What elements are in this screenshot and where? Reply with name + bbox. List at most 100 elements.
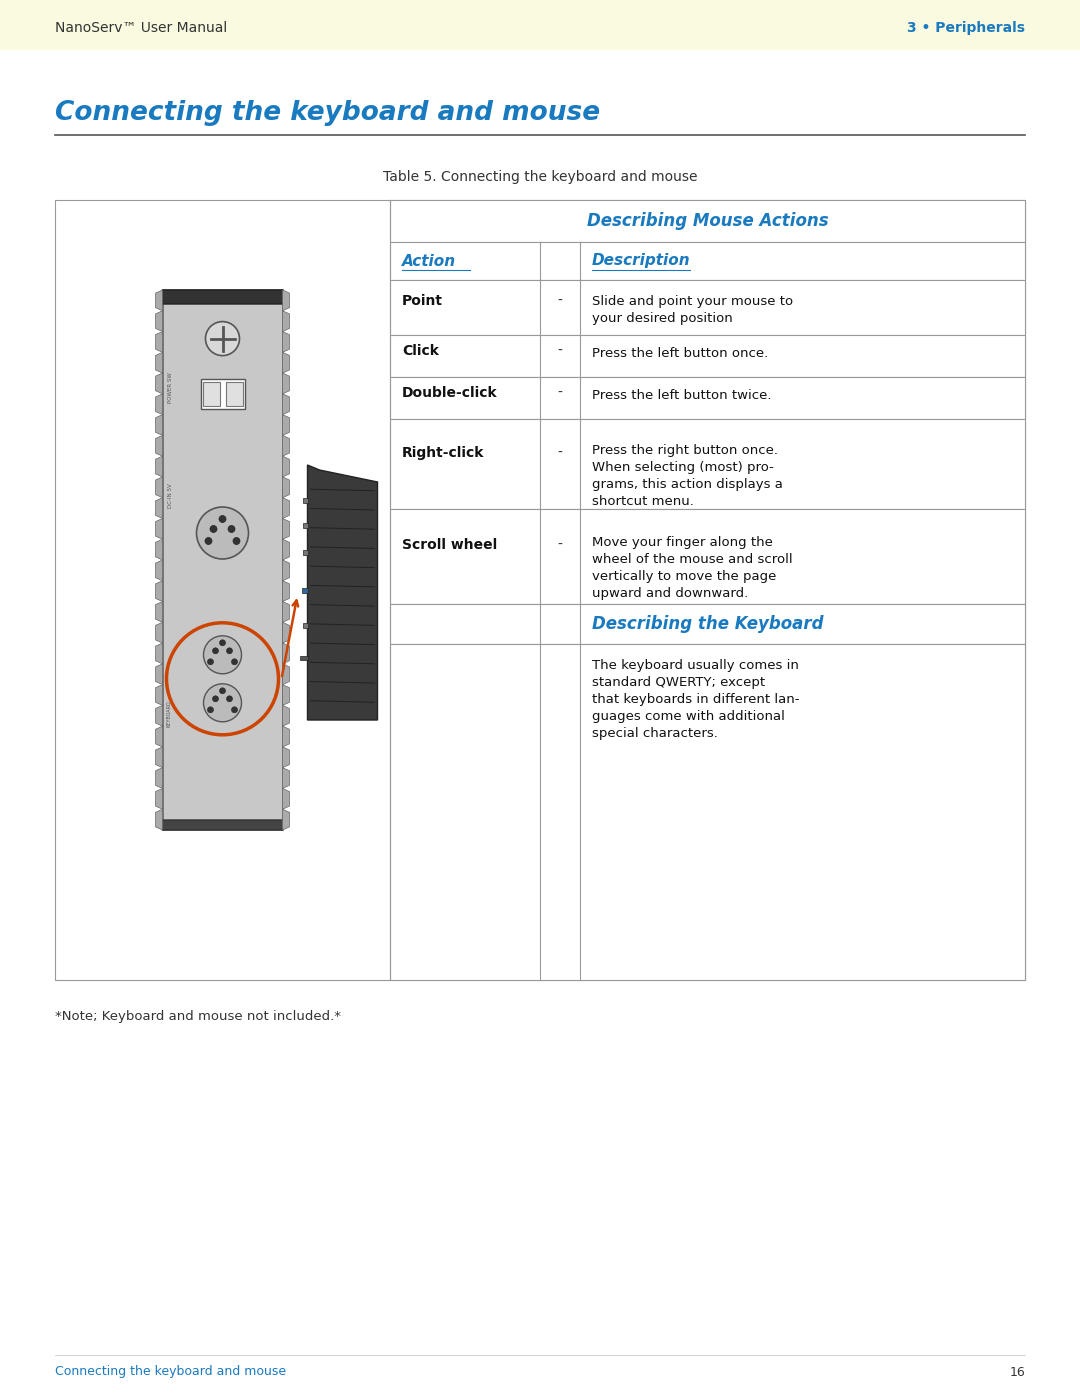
- Bar: [226, 381, 243, 405]
- Text: *Note; Keyboard and mouse not included.*: *Note; Keyboard and mouse not included.*: [55, 1010, 341, 1023]
- Bar: [390, 509, 1025, 604]
- Polygon shape: [308, 465, 378, 719]
- Polygon shape: [283, 809, 289, 830]
- Polygon shape: [283, 331, 289, 352]
- Polygon shape: [283, 602, 289, 622]
- Polygon shape: [283, 643, 289, 664]
- Bar: [299, 655, 308, 659]
- Circle shape: [197, 507, 248, 559]
- Bar: [390, 644, 1025, 981]
- Polygon shape: [156, 747, 162, 768]
- Polygon shape: [156, 518, 162, 539]
- Polygon shape: [156, 291, 162, 310]
- Text: Scroll wheel: Scroll wheel: [402, 538, 497, 552]
- Bar: [0, 0, 1080, 50]
- Polygon shape: [283, 394, 289, 415]
- Circle shape: [210, 525, 217, 532]
- Text: DC-IN 5V: DC-IN 5V: [168, 483, 174, 507]
- Bar: [302, 550, 308, 555]
- Circle shape: [219, 640, 226, 645]
- Polygon shape: [156, 664, 162, 685]
- Circle shape: [213, 696, 218, 701]
- Polygon shape: [283, 436, 289, 457]
- Polygon shape: [156, 331, 162, 352]
- Polygon shape: [283, 685, 289, 705]
- Polygon shape: [283, 415, 289, 436]
- Polygon shape: [156, 788, 162, 809]
- Polygon shape: [156, 415, 162, 436]
- Text: Describing the Keyboard: Describing the Keyboard: [592, 615, 823, 633]
- Polygon shape: [156, 373, 162, 394]
- Circle shape: [205, 321, 240, 356]
- Text: -: -: [557, 293, 563, 307]
- Polygon shape: [283, 518, 289, 539]
- Polygon shape: [156, 809, 162, 830]
- Text: Description: Description: [592, 253, 690, 268]
- Circle shape: [231, 707, 238, 712]
- Text: The keyboard usually comes in
standard QWERTY; except
that keyboards in differen: The keyboard usually comes in standard Q…: [592, 659, 799, 740]
- Polygon shape: [283, 457, 289, 476]
- Polygon shape: [156, 394, 162, 415]
- Text: Connecting the keyboard and mouse: Connecting the keyboard and mouse: [55, 101, 600, 126]
- Bar: [390, 604, 1025, 644]
- Text: 16: 16: [1009, 1365, 1025, 1379]
- Text: -: -: [557, 386, 563, 400]
- Polygon shape: [283, 560, 289, 581]
- Text: -: -: [557, 538, 563, 552]
- Text: Press the left button twice.: Press the left button twice.: [592, 388, 771, 402]
- Polygon shape: [283, 622, 289, 643]
- Polygon shape: [283, 768, 289, 788]
- Polygon shape: [283, 373, 289, 394]
- Circle shape: [203, 683, 242, 722]
- Text: Double-click: Double-click: [402, 386, 498, 400]
- Bar: [390, 200, 1025, 242]
- Circle shape: [231, 659, 238, 665]
- Text: 3 • Peripherals: 3 • Peripherals: [907, 21, 1025, 35]
- Bar: [302, 522, 308, 528]
- Bar: [390, 419, 1025, 509]
- Polygon shape: [156, 436, 162, 457]
- Bar: [55, 200, 1025, 981]
- Bar: [390, 335, 1025, 377]
- Text: -: -: [557, 344, 563, 358]
- Polygon shape: [156, 539, 162, 560]
- Circle shape: [228, 525, 235, 532]
- Polygon shape: [283, 291, 289, 310]
- Text: POWER SW: POWER SW: [168, 372, 174, 402]
- Text: Point: Point: [402, 293, 443, 307]
- Polygon shape: [156, 497, 162, 518]
- Text: Move your finger along the
wheel of the mouse and scroll
vertically to move the : Move your finger along the wheel of the …: [592, 535, 793, 599]
- Circle shape: [227, 696, 232, 701]
- Bar: [302, 623, 308, 627]
- Polygon shape: [283, 705, 289, 726]
- Text: Action: Action: [402, 253, 456, 268]
- Bar: [301, 588, 308, 592]
- Circle shape: [207, 707, 214, 712]
- Polygon shape: [156, 560, 162, 581]
- Text: Slide and point your mouse to
your desired position: Slide and point your mouse to your desir…: [592, 295, 793, 326]
- Polygon shape: [283, 497, 289, 518]
- Polygon shape: [156, 705, 162, 726]
- Polygon shape: [283, 788, 289, 809]
- Polygon shape: [283, 581, 289, 602]
- Bar: [203, 381, 219, 405]
- Circle shape: [203, 636, 242, 673]
- Circle shape: [219, 687, 226, 694]
- Polygon shape: [283, 310, 289, 331]
- Polygon shape: [156, 581, 162, 602]
- Circle shape: [207, 659, 214, 665]
- Text: Connecting the keyboard and mouse: Connecting the keyboard and mouse: [55, 1365, 286, 1379]
- Polygon shape: [157, 291, 288, 305]
- Polygon shape: [156, 352, 162, 373]
- Bar: [390, 279, 1025, 335]
- Polygon shape: [156, 685, 162, 705]
- Bar: [390, 242, 1025, 279]
- Polygon shape: [162, 291, 283, 830]
- Polygon shape: [283, 352, 289, 373]
- Circle shape: [227, 648, 232, 654]
- Bar: [201, 379, 244, 409]
- Text: NanoServ™ User Manual: NanoServ™ User Manual: [55, 21, 227, 35]
- Polygon shape: [283, 747, 289, 768]
- Text: Table 5. Connecting the keyboard and mouse: Table 5. Connecting the keyboard and mou…: [382, 170, 698, 184]
- Bar: [390, 377, 1025, 419]
